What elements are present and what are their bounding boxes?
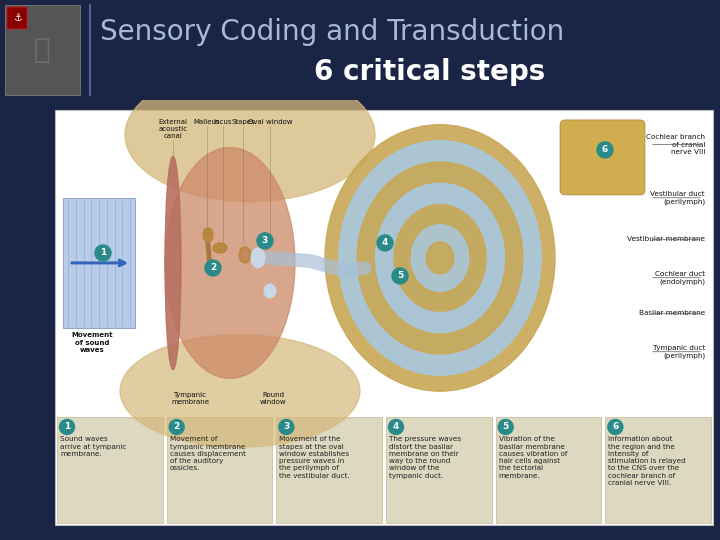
Text: 6 critical steps: 6 critical steps: [315, 58, 546, 86]
FancyBboxPatch shape: [606, 417, 711, 523]
Text: Stapes: Stapes: [231, 119, 255, 125]
Text: Vestibular duct
(perilymph): Vestibular duct (perilymph): [650, 191, 705, 205]
Text: 👤: 👤: [34, 36, 50, 64]
Ellipse shape: [411, 225, 469, 291]
Text: Tympanic duct
(perilymph): Tympanic duct (perilymph): [652, 345, 705, 359]
Text: Oval window: Oval window: [248, 119, 292, 125]
Ellipse shape: [394, 205, 486, 311]
FancyBboxPatch shape: [63, 198, 135, 328]
Text: 2: 2: [210, 264, 216, 273]
Circle shape: [392, 268, 408, 284]
Text: 5: 5: [503, 422, 509, 431]
Text: 1: 1: [100, 248, 106, 258]
Ellipse shape: [251, 248, 265, 268]
FancyBboxPatch shape: [57, 417, 163, 523]
Ellipse shape: [213, 243, 227, 253]
FancyBboxPatch shape: [276, 417, 382, 523]
FancyBboxPatch shape: [55, 110, 713, 525]
Text: Information about
the region and the
intensity of
stimulation is relayed
to the : Information about the region and the int…: [608, 436, 686, 486]
Ellipse shape: [264, 284, 276, 298]
Text: 2: 2: [174, 422, 180, 431]
Text: Cochlear duct
(endolymph): Cochlear duct (endolymph): [655, 271, 705, 285]
Circle shape: [608, 420, 623, 435]
Ellipse shape: [242, 251, 248, 259]
Circle shape: [597, 142, 613, 158]
Circle shape: [95, 245, 111, 261]
Circle shape: [498, 420, 513, 435]
Ellipse shape: [376, 183, 505, 333]
Text: Malleus: Malleus: [194, 119, 220, 125]
Text: Cochlear branch
of cranial
nerve VIII: Cochlear branch of cranial nerve VIII: [646, 134, 705, 155]
Text: ⚓: ⚓: [13, 13, 22, 23]
Ellipse shape: [357, 162, 523, 354]
Circle shape: [257, 233, 273, 249]
FancyBboxPatch shape: [560, 120, 645, 195]
Ellipse shape: [125, 68, 375, 201]
Text: External
acoustic
canal: External acoustic canal: [158, 119, 188, 139]
Ellipse shape: [165, 157, 181, 369]
FancyBboxPatch shape: [7, 7, 27, 29]
Text: Movement of
tympanic membrane
causes displacement
of the auditory
ossicles.: Movement of tympanic membrane causes dis…: [170, 436, 246, 471]
Text: Sound waves
arrive at tympanic
membrane.: Sound waves arrive at tympanic membrane.: [60, 436, 127, 457]
Text: Tympanic
membrane: Tympanic membrane: [171, 392, 209, 405]
FancyBboxPatch shape: [5, 5, 80, 95]
FancyBboxPatch shape: [495, 417, 601, 523]
Text: 6: 6: [602, 145, 608, 154]
Ellipse shape: [165, 147, 295, 379]
Text: The pressure waves
distort the basilar
membrane on their
way to the round
window: The pressure waves distort the basilar m…: [389, 436, 461, 479]
Circle shape: [60, 420, 74, 435]
Text: 5: 5: [397, 272, 403, 280]
Circle shape: [205, 260, 221, 276]
Text: 4: 4: [393, 422, 399, 431]
Text: Basilar membrane: Basilar membrane: [639, 310, 705, 316]
Ellipse shape: [239, 247, 251, 263]
Text: Incus: Incus: [214, 119, 233, 125]
FancyBboxPatch shape: [386, 417, 492, 523]
Ellipse shape: [203, 228, 213, 242]
Ellipse shape: [120, 335, 360, 447]
Text: Sensory Coding and Transduction: Sensory Coding and Transduction: [100, 18, 564, 46]
Text: Vibration of the
basilar membrane
causes vibration of
hair cells against
the tec: Vibration of the basilar membrane causes…: [499, 436, 567, 479]
FancyBboxPatch shape: [166, 417, 272, 523]
Circle shape: [377, 235, 393, 251]
Text: 3: 3: [283, 422, 289, 431]
Circle shape: [389, 420, 403, 435]
Circle shape: [279, 420, 294, 435]
Text: 1: 1: [64, 422, 70, 431]
Ellipse shape: [339, 141, 541, 375]
Text: Vestibular membrane: Vestibular membrane: [627, 237, 705, 242]
Text: 6: 6: [612, 422, 618, 431]
Text: 3: 3: [262, 237, 268, 246]
Circle shape: [169, 420, 184, 435]
Text: 4: 4: [382, 239, 388, 247]
Text: Movement
of sound
waves: Movement of sound waves: [71, 332, 112, 353]
Ellipse shape: [426, 242, 454, 274]
Text: Movement of the
stapes at the oval
window establishes
pressure waves in
the peri: Movement of the stapes at the oval windo…: [279, 436, 350, 479]
Text: Round
window: Round window: [260, 392, 287, 405]
Ellipse shape: [325, 125, 555, 391]
